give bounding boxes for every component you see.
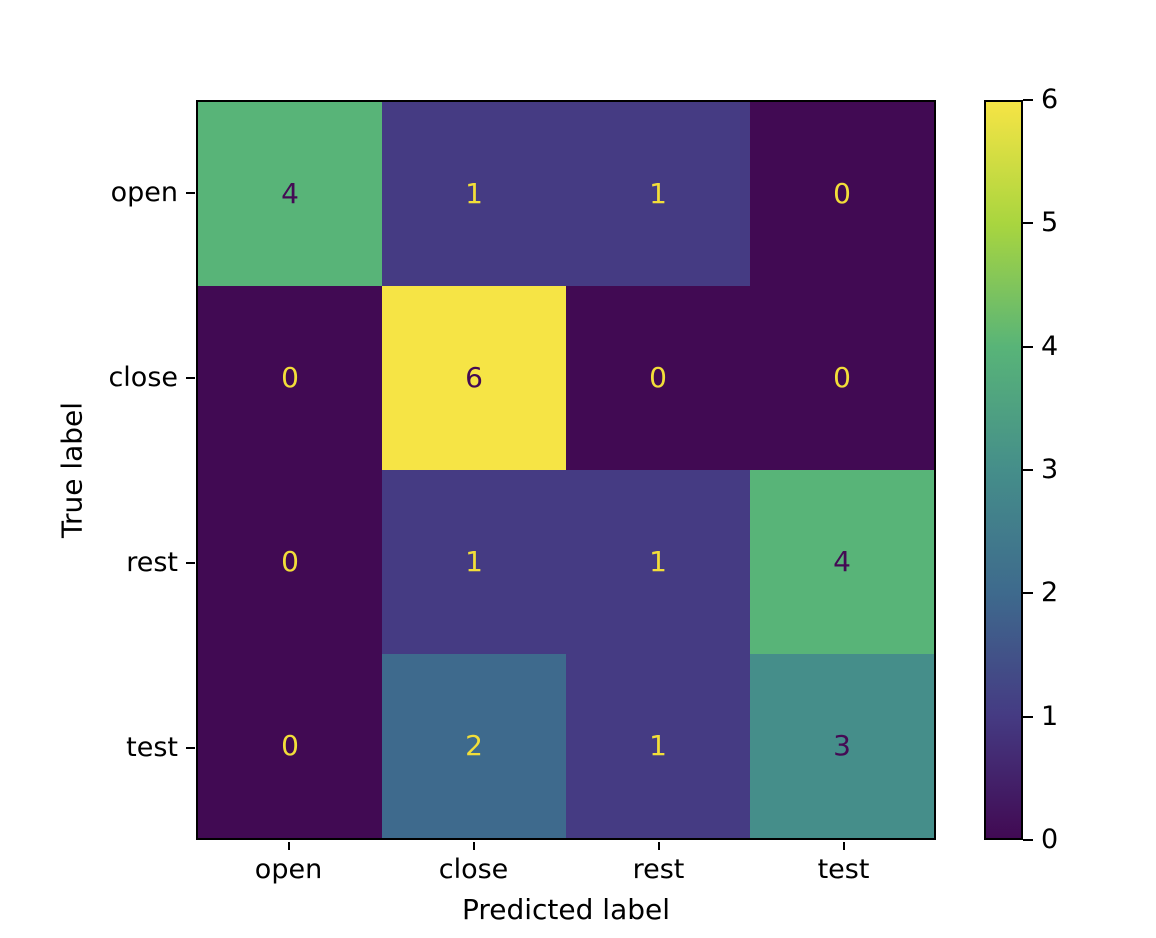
heatmap-cell: 1 bbox=[382, 102, 566, 286]
heatmap-cell: 0 bbox=[566, 286, 750, 470]
heatmap-cell: 0 bbox=[198, 286, 382, 470]
heatmap-cell: 0 bbox=[198, 470, 382, 654]
colorbar-tick-label: 2 bbox=[1041, 577, 1059, 609]
heatmap-cell: 0 bbox=[198, 654, 382, 838]
colorbar bbox=[984, 100, 1023, 840]
x-tick-mark bbox=[842, 842, 845, 850]
heatmap-cell: 0 bbox=[750, 286, 934, 470]
heatmap-cell: 2 bbox=[382, 654, 566, 838]
colorbar-tick-mark bbox=[1023, 469, 1033, 471]
colorbar-tick-label: 1 bbox=[1041, 700, 1059, 732]
y-axis-label: True label bbox=[55, 401, 89, 539]
colorbar-tick-mark bbox=[1023, 99, 1033, 101]
colorbar-tick-label: 5 bbox=[1041, 207, 1059, 239]
heatmap-cell: 4 bbox=[750, 470, 934, 654]
colorbar-tick-label: 4 bbox=[1041, 330, 1059, 362]
heatmap-cell: 4 bbox=[198, 102, 382, 286]
colorbar-tick-mark bbox=[1023, 592, 1033, 595]
heatmap-cell: 0 bbox=[750, 102, 934, 286]
heatmap-cell: 1 bbox=[566, 102, 750, 286]
colorbar-tick-mark bbox=[1023, 839, 1033, 841]
heatmap-cell: 3 bbox=[750, 654, 934, 838]
heatmap-cell: 1 bbox=[382, 470, 566, 654]
x-tick-mark bbox=[472, 842, 475, 850]
y-tick-mark bbox=[186, 376, 195, 379]
colorbar-tick-label: 6 bbox=[1041, 84, 1059, 115]
y-tick-mark bbox=[186, 191, 195, 194]
colorbar-tick-label: 3 bbox=[1041, 454, 1059, 485]
x-tick-label: open bbox=[254, 854, 323, 885]
x-tick-label: test bbox=[817, 854, 870, 885]
x-axis-label: Predicted label bbox=[461, 893, 671, 926]
y-tick-label: rest bbox=[126, 546, 178, 578]
y-tick-label: open bbox=[110, 176, 178, 208]
x-tick-mark bbox=[287, 842, 290, 850]
colorbar-tick-label: 0 bbox=[1041, 824, 1059, 855]
y-tick-label: test bbox=[126, 731, 178, 763]
heatmap-cell: 6 bbox=[382, 286, 566, 470]
heatmap-cell: 1 bbox=[566, 470, 750, 654]
y-tick-label: close bbox=[108, 361, 178, 393]
colorbar-tick-mark bbox=[1023, 345, 1033, 348]
x-tick-mark bbox=[657, 842, 660, 850]
x-tick-label: close bbox=[438, 854, 509, 885]
y-tick-mark bbox=[186, 746, 195, 749]
y-tick-mark bbox=[186, 561, 195, 564]
x-tick-label: rest bbox=[632, 854, 685, 885]
heatmap-cell: 1 bbox=[566, 654, 750, 838]
colorbar-tick-mark bbox=[1023, 222, 1033, 225]
colorbar-tick-mark bbox=[1023, 715, 1033, 718]
